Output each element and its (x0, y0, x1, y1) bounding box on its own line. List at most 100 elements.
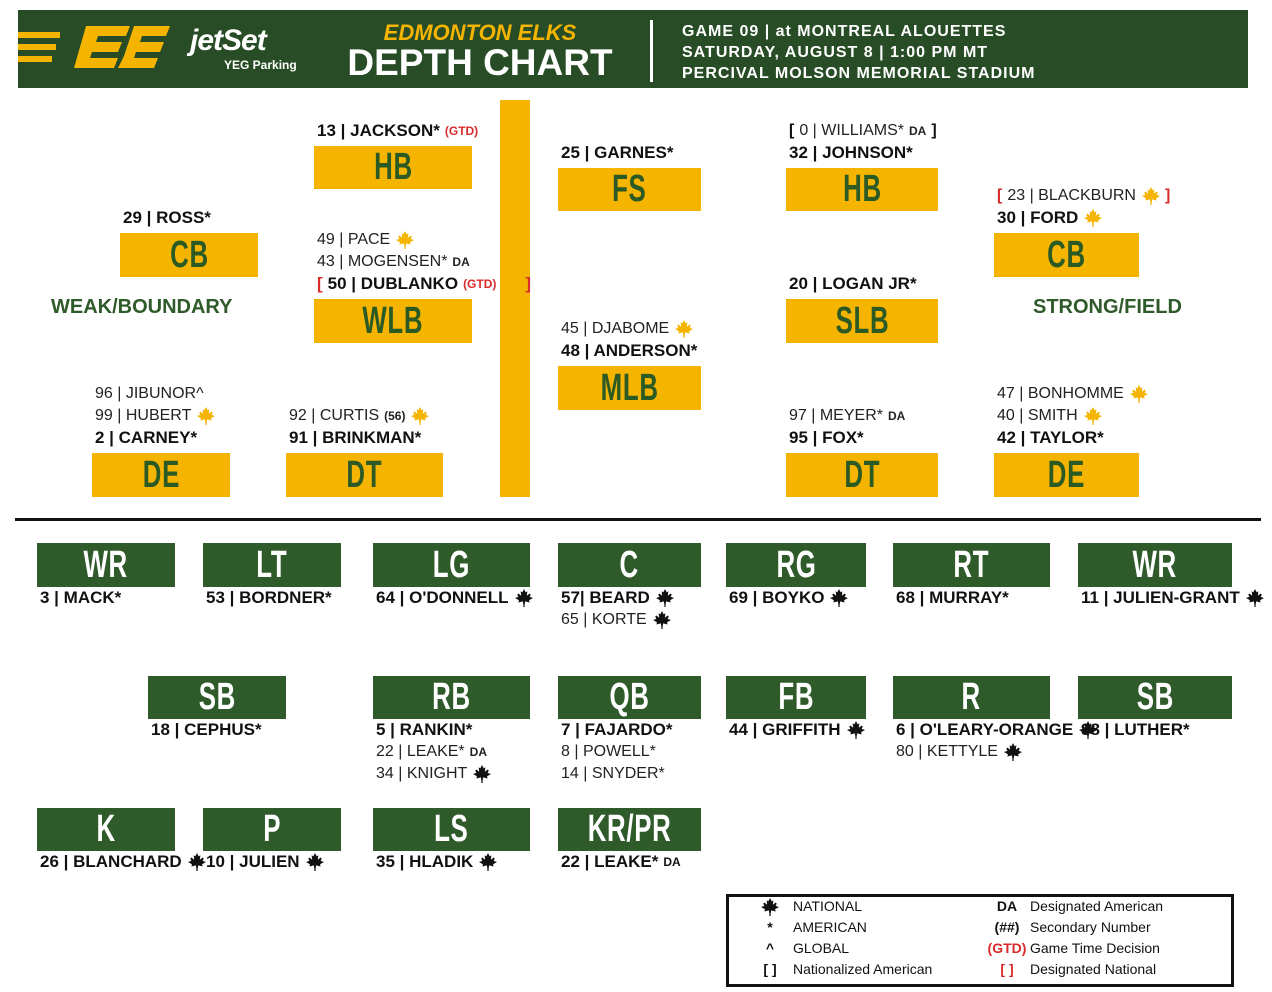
player: [50 | DUBLANKO (GTD)] (317, 273, 536, 295)
player-name: 5 | RANKIN* (376, 720, 473, 739)
legend-label: AMERICAN (793, 919, 867, 935)
position-box: SLB (786, 299, 938, 343)
player: 96 | JIBUNOR^ (95, 383, 204, 405)
divider (650, 20, 653, 82)
separator (15, 518, 1261, 521)
team: EDMONTON ELKS (383, 20, 577, 45)
title: DEPTH CHART (347, 42, 613, 83)
player: 92 | CURTIS (56) (289, 405, 430, 427)
player: 26 | BLANCHARD (40, 851, 206, 873)
player: 88 | LUTHER* (1081, 719, 1190, 741)
sponsor-sub: YEG Parking (224, 58, 297, 72)
legend-label: Secondary Number (1030, 919, 1151, 935)
player: [0 | WILLIAMS* DA] (789, 120, 942, 142)
position-box: LS (373, 808, 530, 851)
player: 25 | GARNES* (561, 142, 673, 164)
venue: PERCIVAL MOLSON MEMORIAL STADIUM (682, 65, 1036, 82)
position-box: RG (726, 543, 866, 587)
national-icon (197, 407, 216, 425)
player: 43 | MOGENSEN* DA (317, 251, 470, 273)
position-box: FS (558, 168, 701, 211)
player-name: 53 | BORDNER* (206, 588, 332, 607)
national-icon (1079, 721, 1098, 739)
player: 44 | GRIFFITH (729, 719, 865, 741)
player-name: 22 | LEAKE* (376, 743, 465, 760)
bracket: ] (525, 274, 532, 293)
player-name: 91 | BRINKMAN* (289, 428, 422, 447)
position: C (619, 543, 640, 586)
player: 8 | POWELL* (561, 741, 656, 763)
position: WR (1132, 543, 1178, 586)
player-name: 7 | FAJARDO* (561, 720, 673, 739)
bracket: [ (317, 274, 323, 293)
player-name: 30 | FORD (997, 208, 1079, 227)
position: WR (83, 543, 129, 586)
position-box: FB (726, 676, 866, 719)
player-tag: DA (908, 124, 927, 138)
player-tag: DA (887, 409, 906, 423)
player-tag: (56) (384, 409, 406, 423)
position-box: QB (558, 676, 701, 719)
position: LG (432, 543, 471, 586)
position-box: RB (373, 676, 530, 719)
player: 20 | LOGAN JR* (789, 273, 917, 295)
center-bar (500, 100, 530, 497)
player: 35 | HLADIK (376, 851, 498, 873)
national-icon (761, 898, 779, 916)
legend-label: NATIONAL (793, 898, 862, 914)
player-name: 50 | DUBLANKO (327, 274, 459, 293)
position: KR/PR (587, 808, 672, 850)
player: 13 | JACKSON* (GTD) (317, 120, 478, 142)
ee-logo (74, 26, 170, 68)
player: [23 | BLACKBURN] (997, 185, 1175, 207)
national-icon (1141, 187, 1160, 205)
game-info: GAME 09 | at MONTREAL ALOUETTES SATURDAY… (682, 21, 1035, 84)
player-name: 23 | BLACKBURN (1007, 187, 1136, 204)
position: LT (256, 543, 288, 586)
player-name: 57| BEARD (561, 588, 650, 607)
player: 5 | RANKIN* (376, 719, 472, 741)
position-box: DE (994, 453, 1139, 497)
player-name: 45 | DJABOME (561, 320, 670, 337)
position-box: DT (286, 453, 443, 497)
position-box: P (203, 808, 341, 851)
player: 95 | FOX* (789, 427, 864, 449)
player-name: 34 | KNIGHT (376, 765, 468, 782)
position: DT (346, 453, 383, 496)
bracket: ] (931, 122, 937, 139)
position-box: MLB (558, 366, 701, 410)
player: 14 | SNYDER* (561, 763, 665, 785)
position-box: DE (92, 453, 230, 497)
national-icon (846, 721, 865, 739)
player: 64 | O'DONNELL (376, 587, 533, 609)
player-name: 44 | GRIFFITH (729, 720, 841, 739)
legend-symbol: (##) (994, 919, 1020, 935)
legend-symbol (755, 898, 779, 919)
player-name: 80 | KETTYLE (896, 743, 998, 760)
player-name: 68 | MURRAY* (896, 588, 1009, 607)
player-tag: DA (663, 855, 681, 869)
player: 68 | MURRAY* (896, 587, 1009, 609)
player: 22 | LEAKE* DA (376, 741, 487, 763)
position: QB (609, 676, 650, 718)
player-name: 95 | FOX* (789, 428, 864, 447)
legend-label: Designated American (1030, 898, 1164, 914)
player: 48 | ANDERSON* (561, 340, 697, 362)
player: 30 | FORD (997, 207, 1103, 229)
player-tag: (GTD) (463, 277, 497, 291)
position-box: WR (1078, 543, 1232, 587)
player: 53 | BORDNER* (206, 587, 332, 609)
player-name: 48 | ANDERSON* (561, 341, 698, 360)
bracket: ] (1164, 187, 1171, 204)
position-box: R (893, 676, 1050, 719)
player-name: 8 | POWELL* (561, 743, 656, 760)
legend-symbol: [ ] (1000, 961, 1014, 977)
legend-label: Designated National (1030, 961, 1157, 977)
position-box: LG (373, 543, 530, 587)
position: MLB (600, 366, 659, 409)
position: P (263, 808, 281, 850)
position: LS (434, 808, 469, 850)
national-icon (187, 853, 206, 871)
position-box: WR (37, 543, 175, 587)
